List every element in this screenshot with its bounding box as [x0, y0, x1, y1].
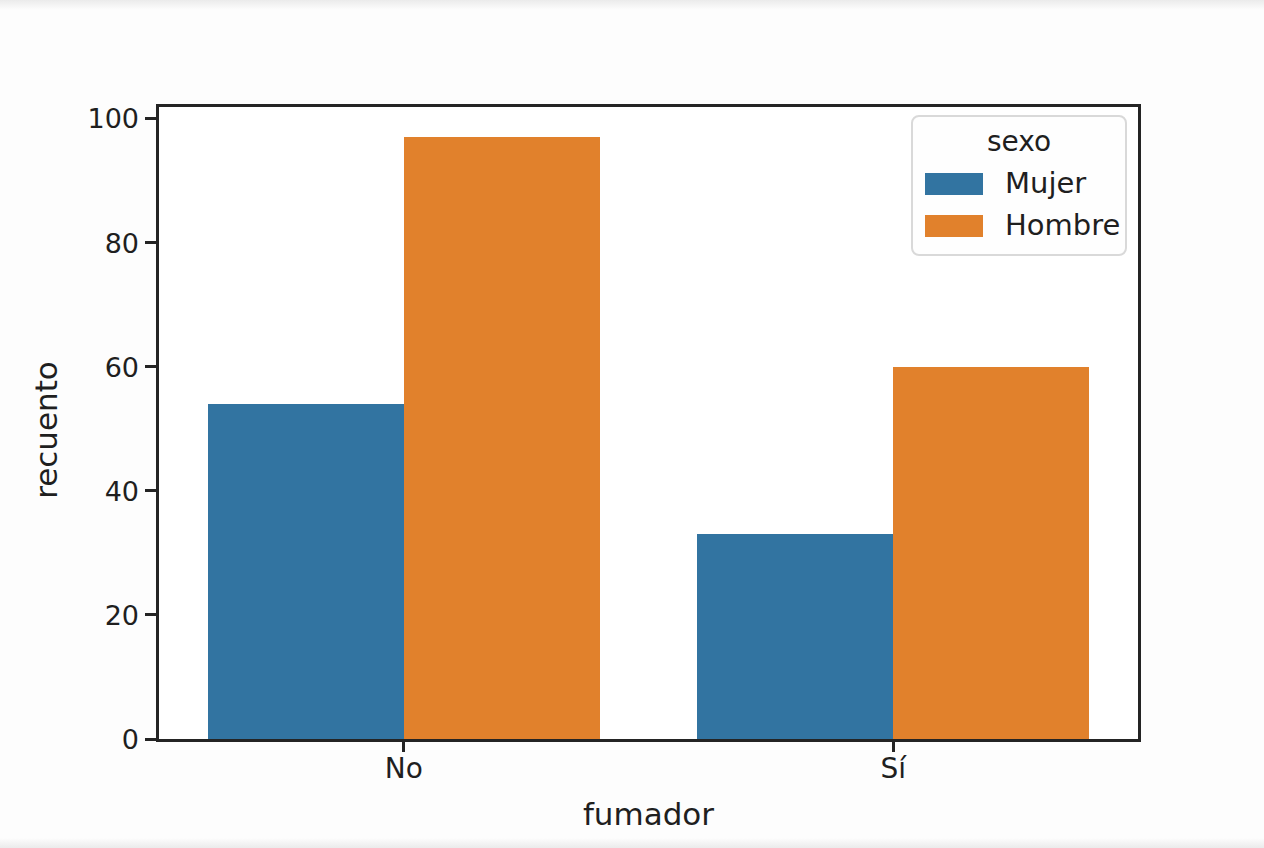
- y-tick-label: 20: [105, 601, 139, 628]
- plot-area: sexo Mujer Hombre 020406080100NoSí: [156, 104, 1141, 742]
- y-axis-label: recuento: [28, 361, 64, 499]
- y-tick-label: 0: [122, 726, 139, 753]
- y-tick-label: 40: [105, 477, 139, 504]
- legend-swatch-mujer: [925, 173, 983, 195]
- y-tick-label: 100: [87, 105, 139, 132]
- y-tick-label: 60: [105, 353, 139, 380]
- x-axis-label: fumador: [156, 796, 1141, 832]
- legend: sexo Mujer Hombre: [911, 115, 1127, 256]
- y-tick-mark: [145, 489, 156, 492]
- x-tick-label: No: [385, 755, 423, 783]
- legend-label-mujer: Mujer: [1005, 168, 1086, 200]
- y-tick-label: 80: [105, 229, 139, 256]
- legend-swatch-hombre: [925, 215, 983, 237]
- top-edge-shadow: [0, 0, 1264, 10]
- legend-item-hombre: Hombre: [925, 210, 1113, 242]
- bar-sí-mujer: [697, 534, 893, 739]
- y-tick-mark: [145, 365, 156, 368]
- figure: recuento sexo Mujer Hombre 020406080100N…: [0, 0, 1264, 848]
- bottom-edge-shadow: [0, 838, 1264, 848]
- x-tick-label: Sí: [880, 755, 906, 783]
- x-tick-mark: [402, 741, 405, 752]
- y-tick-mark: [145, 613, 156, 616]
- legend-item-mujer: Mujer: [925, 168, 1113, 200]
- x-tick-mark: [892, 741, 895, 752]
- bar-sí-hombre: [893, 367, 1089, 739]
- y-tick-mark: [145, 241, 156, 244]
- bar-no-mujer: [208, 404, 404, 739]
- legend-label-hombre: Hombre: [1005, 210, 1120, 242]
- y-tick-mark: [145, 738, 156, 741]
- y-tick-mark: [145, 117, 156, 120]
- legend-title: sexo: [925, 125, 1113, 158]
- bar-no-hombre: [404, 137, 600, 739]
